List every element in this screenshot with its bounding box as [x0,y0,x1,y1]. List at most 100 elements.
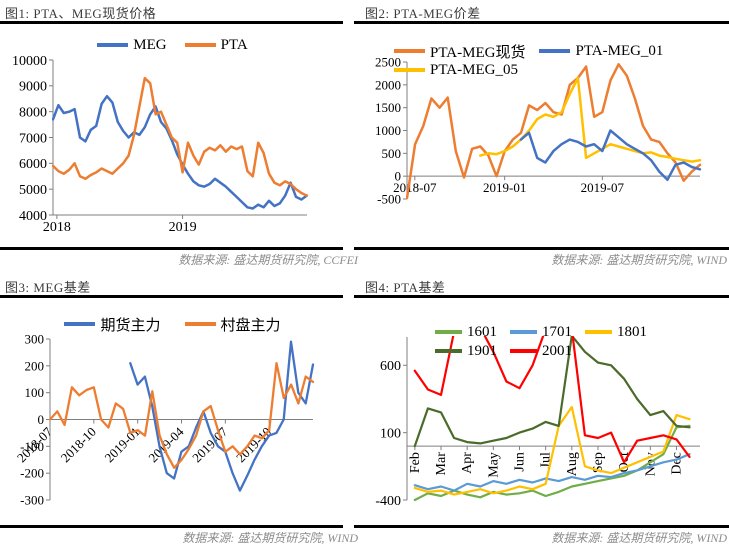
y-tick-label: 600 [380,359,401,374]
legend-label: PTA-MEG_05 [430,61,518,78]
figure-1-title-rule [0,21,343,24]
y-tick-label: 6000 [19,157,47,172]
y-tick-label: 200 [25,358,45,373]
x-tick-label: 2018-07 [393,180,437,195]
y-tick-label: -300 [20,492,44,507]
figure-1-source-note: 数据来源: 盛达期货研究院, CCFEI [178,253,358,267]
legend-item-1801: 1801 [585,324,660,341]
y-tick-label: 0 [38,412,45,427]
figure-2-legend: PTA-MEG现货 PTA-MEG_01 PTA-MEG_05 [394,43,677,81]
legend-swatch [585,330,612,334]
figure-4-bottom-rule [354,525,729,528]
y-tick-label: -500 [377,191,401,206]
legend-label: MEG [133,36,167,53]
figure-1-title: 图1: PTA、MEG现货价格 [5,6,157,21]
figure-3-chart-area: 期货主力 村盘主力 300 200 100 0 -100 -200 -300 2018-07 20… [0,300,377,522]
legend-swatch [97,43,129,47]
y-tick-label: 300 [25,331,45,346]
legend-label: 期货主力 [100,317,161,334]
figure-4-source-note: 数据来源: 盛达期货研究院, WIND [551,531,727,545]
y-tick-label: -200 [20,466,44,481]
y-tick-label: 0 [395,169,402,184]
y-tick-label: -400 [375,494,401,509]
y-tick-label: 2000 [375,77,401,92]
x-tick-label: May [486,452,501,478]
legend-swatch [539,49,571,53]
legend-item-2001: 2001 [510,343,585,360]
legend-swatch [435,330,462,334]
series-line-期货主力 [129,340,315,492]
x-tick-label: 2019-07 [581,180,625,195]
x-tick-label: 2019-01 [483,180,526,195]
legend-label: PTA [220,36,248,53]
legend-swatch [435,349,462,353]
legend-item-期货主力: 期货主力 [64,314,161,335]
legend-item-村盘主力: 村盘主力 [184,314,281,335]
series-line-pta-meg-05 [479,76,702,163]
y-tick-label: 10000 [12,54,47,69]
y-tick-label: 9000 [19,80,47,95]
legend-item-pta-meg-01: PTA-MEG_01 [539,43,663,60]
legend-label: 1901 [467,342,497,359]
legend-item-1901: 1901 [435,343,510,360]
figure-4-legend: 1601 1701 1801 1901 2001 [435,324,660,362]
series-line-1901 [413,336,691,448]
legend-swatch [184,322,216,326]
figure-3-title: 图3: MEG基差 [5,280,91,295]
x-tick-label: 2018-10 [58,424,99,465]
figure-3-title-rule [0,295,343,298]
figure-3-bottom-rule [0,525,343,528]
series-line-1701 [413,453,691,492]
legend-item-pta-meg-05: PTA-MEG_05 [394,62,518,79]
figure-1-bottom-rule [0,247,343,250]
legend-swatch [510,349,537,353]
figure-1-legend: MEG PTA [0,37,345,56]
y-tick-label: 2500 [375,54,401,69]
x-tick-label: Apr [460,452,475,474]
y-tick-label: 100 [25,385,45,400]
legend-label: 2001 [542,342,572,359]
series-line-pta-meg现货 [406,63,702,200]
legend-swatch [394,49,425,53]
legend-label: PTA-MEG现货 [430,44,526,61]
legend-swatch [64,322,96,326]
legend-swatch [510,330,537,334]
figure-2-title-rule [354,21,729,24]
legend-item-meg: MEG [97,36,167,54]
legend-label: 村盘主力 [220,317,281,334]
figure-3-legend: 期货主力 村盘主力 [0,316,345,335]
figure-4: 图4: PTA基差 1601 1701 1801 1901 2001 600 100 -40… [352,273,729,547]
figure-3: 图3: MEG基差 期货主力 村盘主力 300 200 100 0 -100 -200 -30… [0,273,358,547]
x-tick-label: Sep [591,452,606,473]
y-tick-label: 1500 [375,100,401,115]
y-tick-label: 5000 [19,183,47,198]
figure-2-chart-area: PTA-MEG现货 PTA-MEG_01 PTA-MEG_05 2500 2000 15… [352,30,729,247]
y-tick-label: 100 [380,426,401,441]
legend-swatch [184,43,216,47]
series-line-2001 [413,336,691,464]
figure-2-title: 图2: PTA-MEG价差 [365,6,481,21]
legend-label: 1801 [617,323,647,340]
y-tick-label: 1000 [375,123,401,138]
y-tick-label: 7000 [19,131,47,146]
legend-item-1601: 1601 [435,324,510,341]
y-tick-label: 4000 [19,209,47,224]
y-tick-label: 500 [382,146,402,161]
legend-item-1701: 1701 [510,324,585,341]
x-tick-label: 2018 [43,220,71,235]
legend-swatch [394,68,425,72]
y-tick-label: -100 [20,439,44,454]
figure-4-title-rule [354,295,729,298]
series-line-pta-meg-01 [519,129,702,182]
legend-label: 1701 [542,323,572,340]
x-tick-label: 2019 [169,220,197,235]
figure-4-chart-area: 1601 1701 1801 1901 2001 600 100 -400 Feb Mar Apr… [352,300,729,522]
x-tick-label: Jun [512,452,527,471]
series-line-pta [52,76,309,197]
x-tick-label: Aug [565,452,580,476]
x-tick-label: Feb [408,452,423,473]
figure-1: 图1: PTA、MEG现货价格 MEG PTA 10000 9000 8000 7000… [0,0,358,273]
